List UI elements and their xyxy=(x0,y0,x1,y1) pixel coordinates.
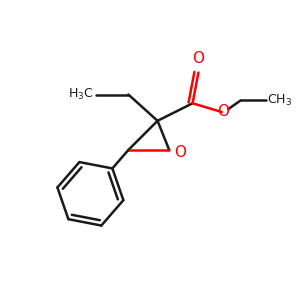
Text: H$_3$C: H$_3$C xyxy=(68,87,93,102)
Text: O: O xyxy=(217,104,229,119)
Text: O: O xyxy=(192,51,204,66)
Text: O: O xyxy=(175,145,187,160)
Text: CH$_3$: CH$_3$ xyxy=(267,93,292,108)
